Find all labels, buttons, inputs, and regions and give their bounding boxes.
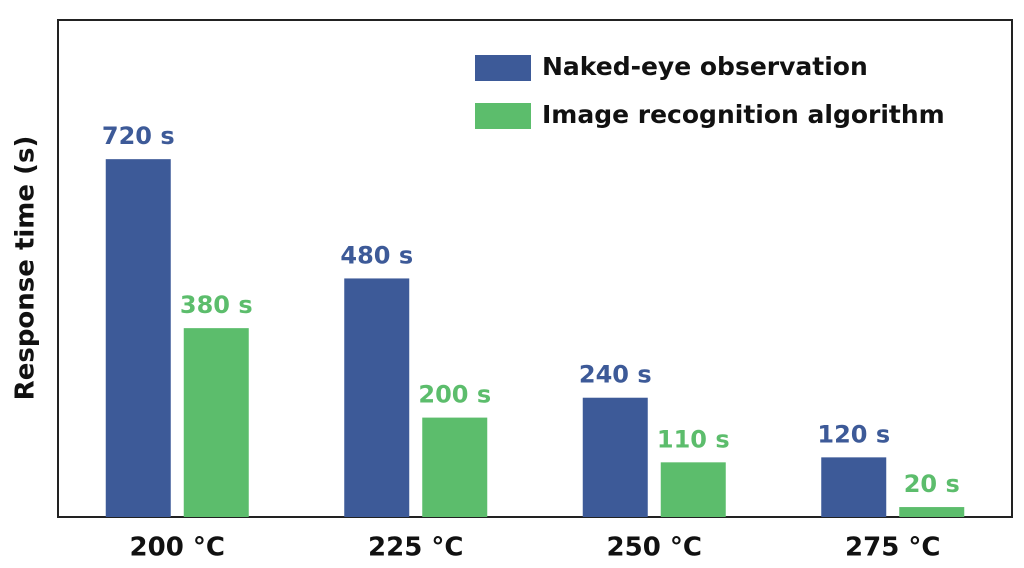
bar bbox=[344, 278, 410, 517]
legend-label: Image recognition algorithm bbox=[542, 100, 945, 129]
bar bbox=[422, 417, 488, 517]
x-tick-label: 250 °C bbox=[607, 533, 702, 563]
legend-swatch bbox=[475, 55, 531, 81]
plot-frame bbox=[57, 19, 1013, 518]
y-axis-label: Response time (s) bbox=[11, 136, 41, 401]
value-label: 200 s bbox=[418, 381, 491, 409]
bar bbox=[821, 457, 887, 517]
value-label: 120 s bbox=[817, 420, 890, 448]
x-tick-label: 275 °C bbox=[845, 533, 940, 563]
bar bbox=[899, 507, 965, 517]
bar bbox=[582, 397, 648, 517]
value-label: 110 s bbox=[657, 425, 730, 453]
value-label: 380 s bbox=[180, 291, 253, 319]
value-label: 20 s bbox=[904, 470, 960, 498]
bar bbox=[660, 462, 726, 517]
value-label: 480 s bbox=[340, 241, 413, 269]
legend-swatch bbox=[475, 103, 531, 129]
x-tick-label: 200 °C bbox=[130, 533, 225, 563]
x-tick-label: 225 °C bbox=[368, 533, 463, 563]
bar bbox=[105, 159, 171, 517]
bar bbox=[183, 328, 249, 517]
value-label: 720 s bbox=[102, 122, 175, 150]
value-label: 240 s bbox=[579, 361, 652, 389]
legend-label: Naked-eye observation bbox=[542, 52, 868, 81]
